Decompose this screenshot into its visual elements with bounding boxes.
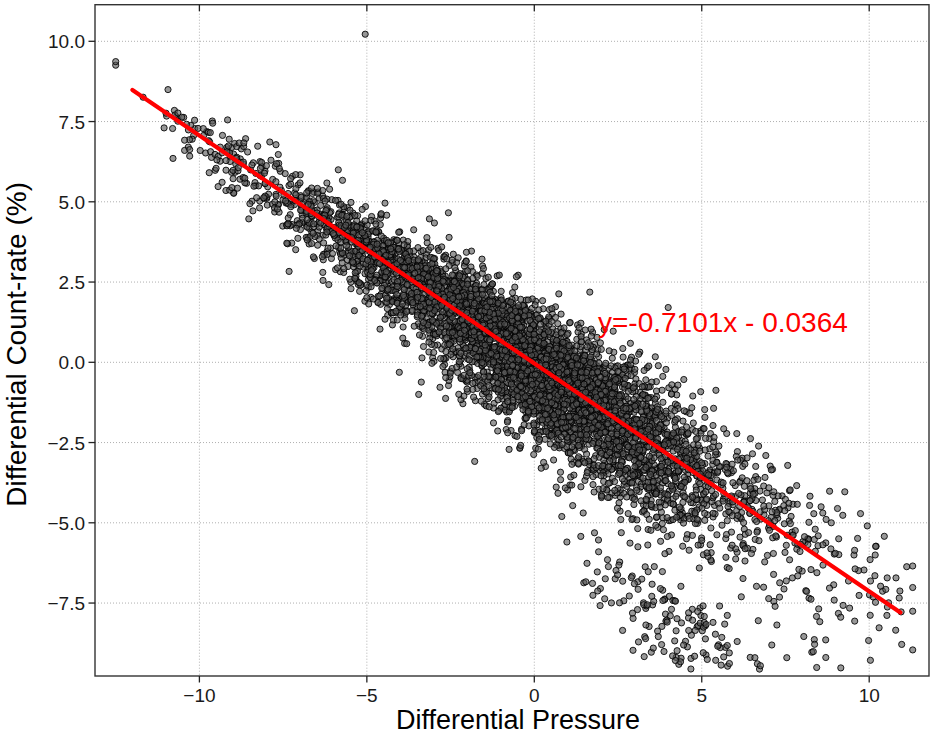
- svg-text:10: 10: [859, 685, 880, 706]
- svg-text:Differential Pressure: Differential Pressure: [396, 705, 640, 735]
- svg-text:−5: −5: [356, 685, 378, 706]
- svg-text:2.5: 2.5: [59, 272, 85, 293]
- svg-text:7.5: 7.5: [59, 112, 85, 133]
- svg-text:0.0: 0.0: [59, 352, 85, 373]
- svg-text:y=-0.7101x - 0.0364: y=-0.7101x - 0.0364: [598, 307, 848, 338]
- svg-text:5: 5: [696, 685, 707, 706]
- svg-text:−7.5: −7.5: [47, 593, 85, 614]
- svg-text:10.0: 10.0: [48, 31, 85, 52]
- svg-text:−5.0: −5.0: [47, 513, 85, 534]
- svg-text:5.0: 5.0: [59, 192, 85, 213]
- svg-text:Differential Count-rate (%): Differential Count-rate (%): [1, 182, 32, 507]
- svg-text:0: 0: [529, 685, 540, 706]
- svg-text:−2.5: −2.5: [47, 433, 85, 454]
- svg-text:−10: −10: [183, 685, 215, 706]
